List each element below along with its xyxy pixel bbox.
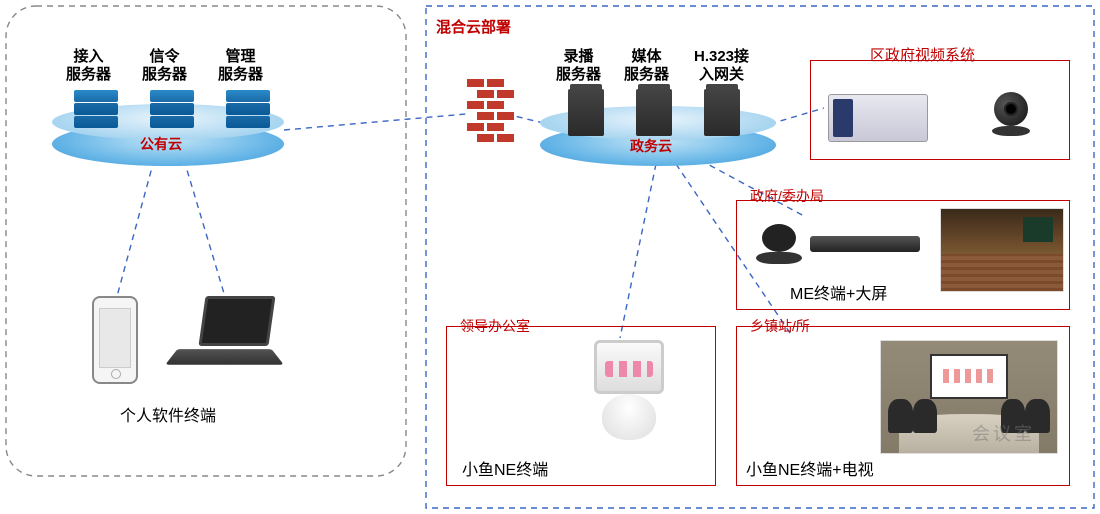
ne-terminal-icon (584, 340, 674, 440)
firewall-icon (466, 78, 506, 148)
video-appliance-icon (828, 94, 928, 142)
leader-office-title: 领导办公室 (460, 316, 530, 336)
server-rack-icon (226, 90, 270, 128)
personal-terminal-label: 个人软件终端 (120, 402, 216, 426)
public-cloud-server-label: 管理 服务器 (218, 48, 263, 84)
district-video-title: 区政府视频系统 (870, 44, 975, 65)
me-camera-icon (756, 224, 802, 264)
auditorium-photo (940, 208, 1064, 292)
gov-cloud-server-label: 录播 服务器 (556, 48, 601, 84)
server-rack-icon (150, 90, 194, 128)
server-tower-icon (704, 84, 740, 136)
me-terminal-label: ME终端+大屏 (790, 280, 887, 304)
ne-terminal-label: 小鱼NE终端 (462, 456, 548, 480)
ptz-camera-icon (986, 92, 1036, 136)
smartphone-icon (92, 296, 138, 384)
ne-terminal-tv-label: 小鱼NE终端+电视 (746, 456, 874, 480)
township-title: 乡镇站/所 (750, 316, 810, 336)
gov-cloud-server-label: 媒体 服务器 (624, 48, 669, 84)
public-cloud-label: 公有云 (140, 134, 182, 154)
soundbar-icon (810, 236, 920, 252)
gov-cloud-server-label: H.323接 入网关 (694, 48, 749, 84)
server-rack-icon (74, 90, 118, 128)
public-cloud-server-label: 信令 服务器 (142, 48, 187, 84)
public-cloud-server-label: 接入 服务器 (66, 48, 111, 84)
gov-cloud-label: 政务云 (630, 136, 672, 156)
hybrid-cloud-title: 混合云部署 (436, 16, 511, 37)
meeting-room-watermark: 会议室 (972, 420, 1035, 446)
server-tower-icon (568, 84, 604, 136)
server-tower-icon (636, 84, 672, 136)
laptop-icon (172, 296, 292, 376)
gov-bureau-title: 政府/委办局 (750, 186, 824, 206)
